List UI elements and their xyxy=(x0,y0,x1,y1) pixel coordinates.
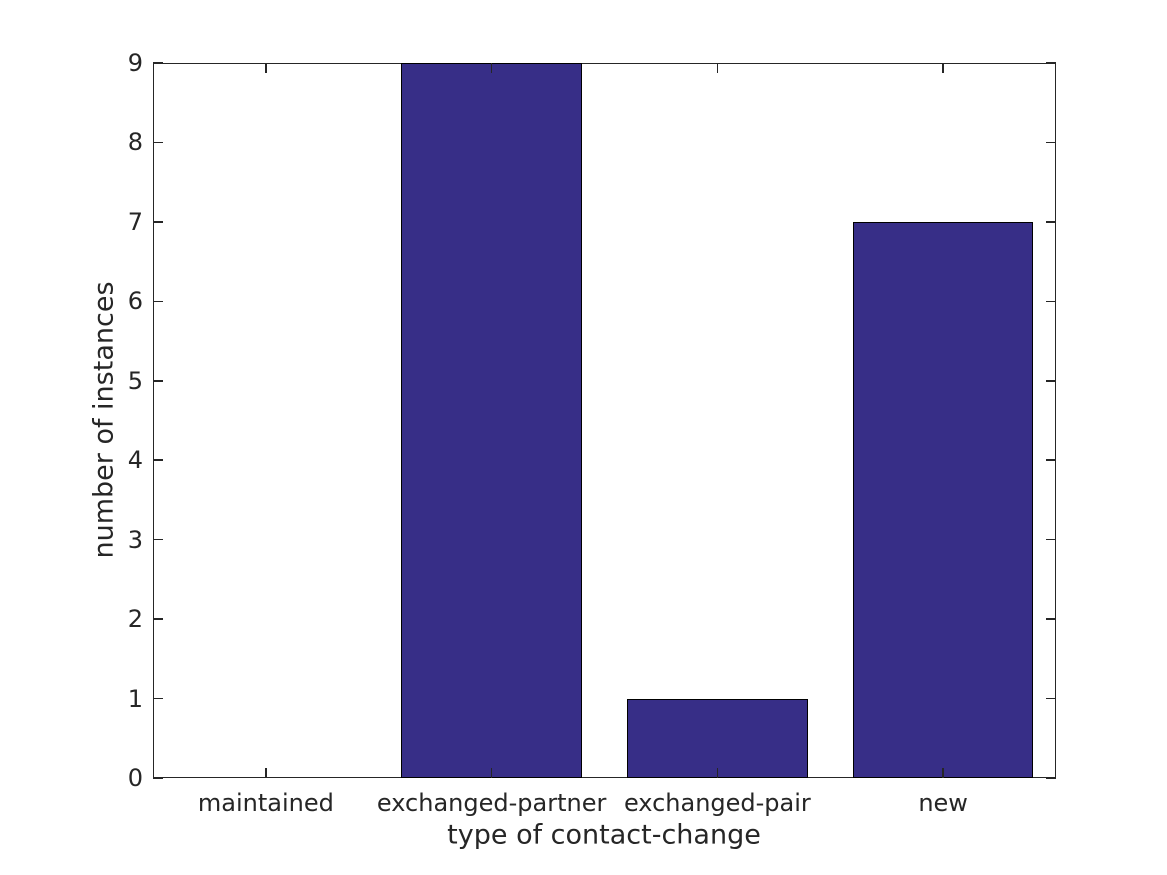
bar-exchanged-partner xyxy=(401,63,582,778)
y-tick-right-2 xyxy=(1046,618,1056,620)
x-tick-label-maintained: maintained xyxy=(197,789,334,817)
x-tick-top-new xyxy=(942,63,944,73)
y-tick-right-3 xyxy=(1046,538,1056,541)
y-tick-right-8 xyxy=(1046,141,1056,144)
x-axis-label: type of contact-change xyxy=(447,819,761,851)
y-tick-right-7 xyxy=(1046,221,1056,223)
x-tick-label-exchanged-pair: exchanged-pair xyxy=(623,789,811,817)
y-tick-label-1: 1 xyxy=(127,684,143,713)
y-tick-label-3: 3 xyxy=(127,525,143,554)
y-axis-label: number of instances xyxy=(88,281,120,559)
y-tick-left-4 xyxy=(153,459,163,461)
bar-exchanged-pair xyxy=(627,698,808,778)
y-tick-right-5 xyxy=(1046,380,1056,382)
x-tick-top-exchanged-pair xyxy=(716,63,719,73)
y-tick-left-0 xyxy=(153,777,163,779)
y-tick-right-1 xyxy=(1046,697,1056,700)
y-tick-left-3 xyxy=(153,538,163,541)
y-tick-left-9 xyxy=(153,62,163,64)
y-tick-right-4 xyxy=(1046,459,1056,461)
y-tick-right-9 xyxy=(1046,62,1056,64)
y-tick-right-0 xyxy=(1046,777,1056,779)
y-tick-left-7 xyxy=(153,221,163,223)
y-tick-left-5 xyxy=(153,380,163,382)
y-tick-label-6: 6 xyxy=(127,287,143,316)
y-tick-label-5: 5 xyxy=(127,366,143,395)
x-tick-bottom-exchanged-pair xyxy=(716,768,719,778)
y-tick-label-7: 7 xyxy=(127,207,143,236)
bar-new xyxy=(852,221,1034,778)
y-tick-left-2 xyxy=(153,618,163,620)
y-tick-label-4: 4 xyxy=(127,446,143,475)
y-tick-label-0: 0 xyxy=(127,764,143,792)
x-tick-bottom-maintained xyxy=(265,768,267,778)
x-tick-bottom-new xyxy=(942,768,944,778)
x-tick-bottom-exchanged-partner xyxy=(490,768,493,778)
x-tick-label-exchanged-partner: exchanged-partner xyxy=(376,789,607,817)
y-tick-label-2: 2 xyxy=(127,605,143,634)
x-tick-top-exchanged-partner xyxy=(490,63,493,73)
y-tick-left-1 xyxy=(153,697,163,700)
y-tick-label-9: 9 xyxy=(127,49,143,77)
x-tick-top-maintained xyxy=(265,63,267,73)
plot-area xyxy=(153,63,1056,778)
x-tick-label-new: new xyxy=(918,789,968,817)
y-tick-right-6 xyxy=(1046,300,1056,303)
y-tick-left-8 xyxy=(153,141,163,144)
y-tick-label-8: 8 xyxy=(127,128,143,157)
y-tick-left-6 xyxy=(153,300,163,303)
